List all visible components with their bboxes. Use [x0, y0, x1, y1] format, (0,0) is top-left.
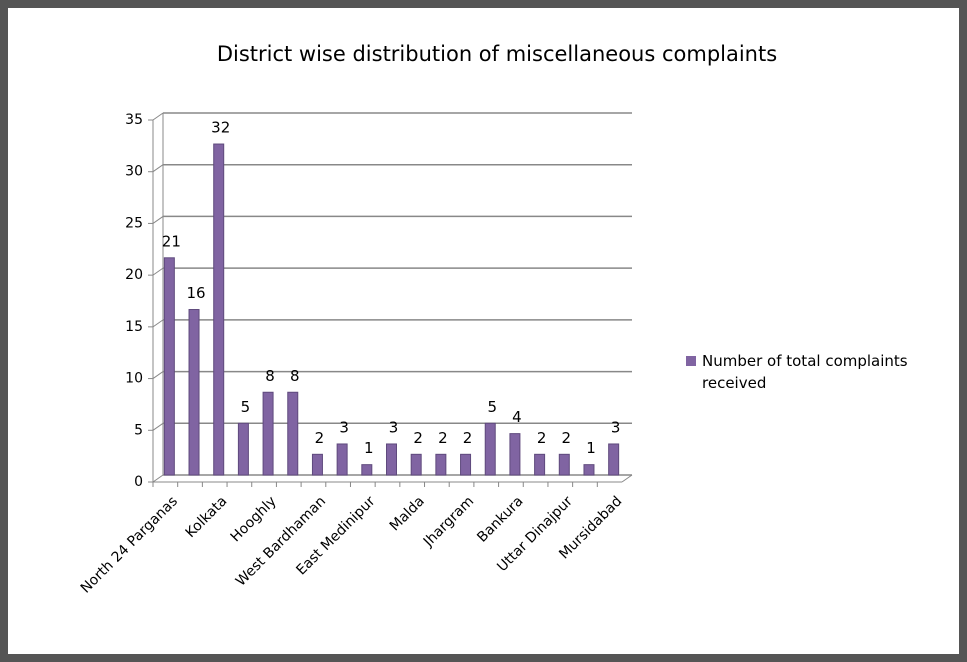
y-tick-label: 35 — [125, 112, 143, 128]
bar — [361, 464, 373, 476]
bar — [386, 443, 397, 476]
y-tick-label: 10 — [125, 371, 143, 387]
data-label: 2 — [438, 429, 448, 447]
y-tick-label: 15 — [125, 319, 143, 335]
legend-label: Number of total complaints received — [702, 352, 908, 392]
bar — [188, 309, 200, 476]
grid-line-side — [152, 216, 164, 224]
y-tick-label: 0 — [134, 474, 143, 490]
data-label: 2 — [315, 429, 325, 447]
data-label: 21 — [162, 232, 181, 250]
data-label: 5 — [487, 398, 497, 416]
bar — [311, 453, 323, 476]
legend-swatch — [686, 356, 696, 366]
bar — [262, 391, 274, 476]
legend: Number of total complaints received — [686, 350, 966, 394]
bar — [583, 464, 595, 476]
bar — [558, 453, 570, 476]
chart-title: District wise distribution of miscellane… — [217, 42, 777, 66]
bar — [237, 422, 249, 476]
bar — [287, 391, 299, 476]
x-tick-label: West Bardhaman — [233, 493, 329, 589]
x-tick-label: Jhargram — [420, 493, 477, 550]
y-tick-label: 5 — [134, 422, 143, 438]
data-label: 16 — [186, 284, 205, 302]
grid-line-side — [152, 267, 164, 276]
bar — [163, 257, 175, 476]
data-label: 1 — [364, 439, 374, 457]
data-label: 5 — [241, 398, 251, 416]
bar — [410, 453, 422, 476]
bar — [213, 143, 225, 476]
data-label: 8 — [265, 367, 275, 385]
x-tick-label: North 24 Parganas — [78, 493, 181, 596]
x-tick-label: Kolkata — [183, 493, 231, 541]
data-label: 2 — [537, 429, 547, 447]
x-tick-label: Hooghly — [228, 493, 280, 545]
data-label: 2 — [413, 429, 423, 447]
data-label: 3 — [339, 418, 349, 436]
data-label: 8 — [290, 367, 300, 385]
bar — [435, 453, 447, 476]
data-label: 2 — [562, 429, 572, 447]
grid-line-side — [152, 164, 164, 173]
data-label: 3 — [389, 418, 399, 436]
grid-line-side — [152, 371, 164, 379]
bar — [460, 453, 472, 476]
data-label: 1 — [586, 439, 596, 457]
grid-line-side — [152, 422, 164, 431]
data-label: 3 — [611, 418, 621, 436]
data-label: 4 — [512, 408, 522, 426]
grid-line-side — [152, 112, 164, 121]
floor-right — [621, 474, 633, 483]
bar — [608, 443, 620, 476]
bar — [509, 433, 521, 476]
x-tick-label: Bankura — [474, 493, 526, 545]
x-tick-label: Malda — [387, 493, 428, 534]
bar — [534, 453, 546, 476]
y-tick-label: 20 — [125, 267, 143, 283]
grid-line-side — [152, 319, 164, 328]
y-tick-label: 30 — [125, 164, 143, 180]
data-label: 32 — [211, 119, 230, 137]
bar — [336, 443, 348, 476]
y-tick-label: 25 — [125, 215, 143, 231]
data-label: 2 — [463, 429, 473, 447]
grid-line-side — [152, 474, 164, 483]
bar — [484, 422, 496, 476]
